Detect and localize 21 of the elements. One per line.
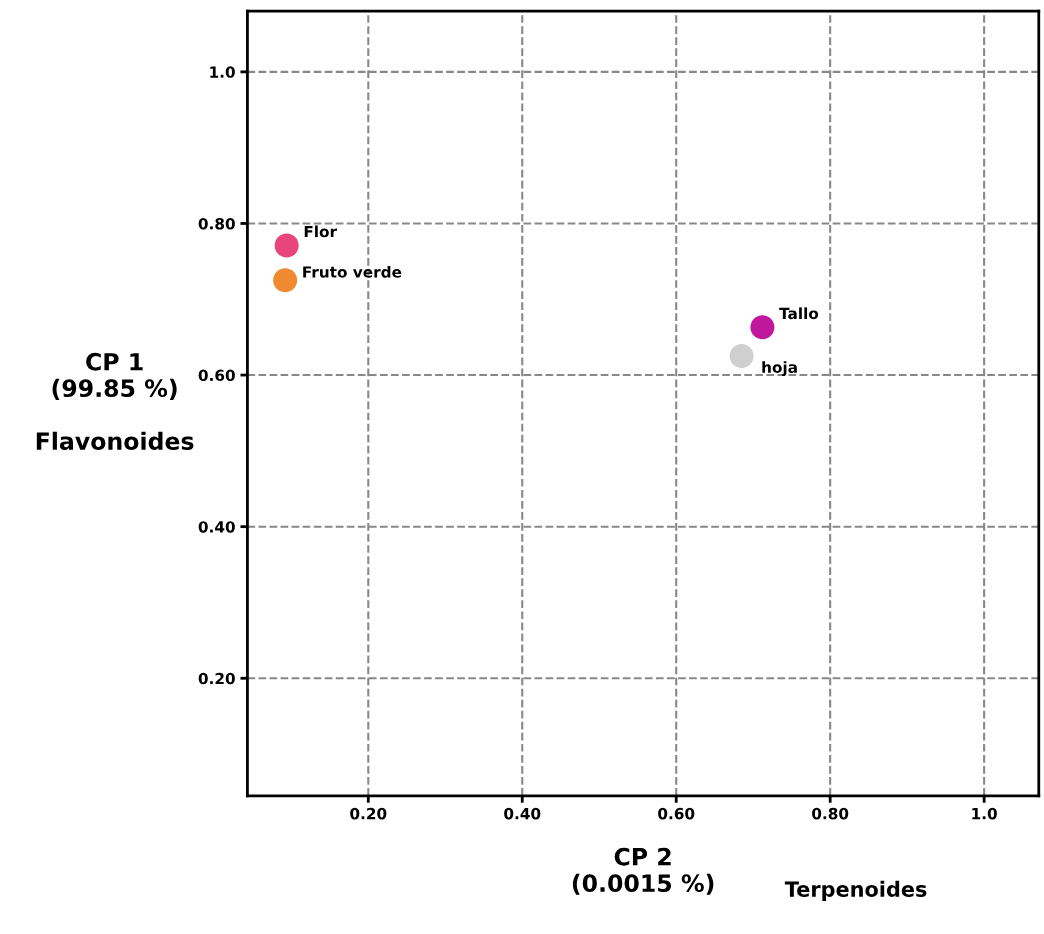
series-label: Tallo: [779, 307, 819, 320]
point: [729, 344, 754, 369]
x-tick-label: 0.20: [350, 807, 387, 820]
y-tick-label: 0.40: [198, 521, 235, 533]
point: [750, 315, 775, 340]
y-tick-label: 0.20: [198, 672, 235, 685]
x-axis-title: CP 2 (0.0015 %): [572, 847, 714, 895]
point: [273, 268, 298, 293]
series-label: Flor: [304, 225, 338, 238]
y-tick-label: 1.0: [210, 66, 235, 78]
series-label: hoja: [762, 361, 797, 377]
y-tick-label: 0.80: [198, 217, 235, 230]
x-tick-label: 0.80: [812, 807, 849, 820]
point: [274, 233, 299, 258]
x-tick-label: 1.0: [972, 807, 997, 820]
text: Terpenoides: [784, 880, 927, 901]
series-label: Fruto verde: [303, 265, 402, 278]
x-tick-label: 0.40: [504, 807, 541, 820]
x-tick-label: 0.60: [658, 807, 695, 820]
text: CP 1 (99.85 %) Flavonoides: [36, 352, 194, 450]
y-tick-label: 0.60: [198, 369, 235, 382]
